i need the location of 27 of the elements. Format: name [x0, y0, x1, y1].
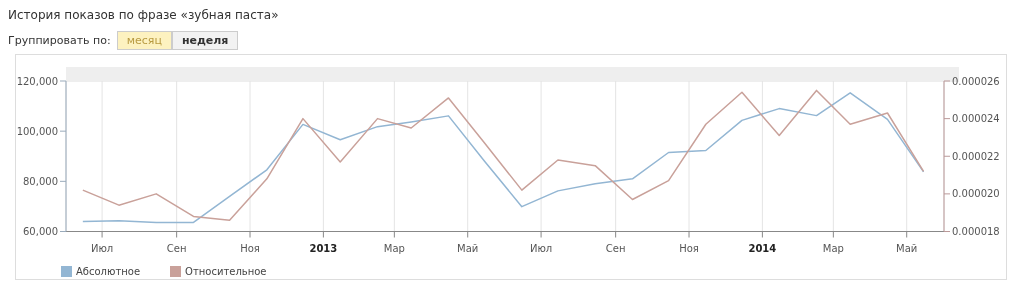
legend-label: Абсолютное	[76, 265, 141, 277]
text: Группировать по:	[8, 34, 111, 47]
x-tick-label: 2014	[748, 242, 777, 254]
y-tick-label: 100,000	[16, 125, 58, 137]
text: неделя	[171, 31, 239, 50]
y-tick-label: 80,000	[23, 175, 58, 187]
x-tick-label: Ноя	[240, 242, 260, 254]
x-tick-label: Июл	[90, 242, 114, 254]
y-tick-label: 60,000	[23, 226, 58, 238]
x-tick-label: Май	[457, 242, 479, 254]
y2-tick-label: 0.000020	[952, 188, 1000, 200]
y2-tick-label: 0.000024	[952, 113, 1000, 125]
y2-tick-label: 0.000022	[952, 150, 1000, 162]
x-tick-label: Сен	[605, 242, 626, 254]
y2-tick-label: 0.000026	[952, 75, 1000, 87]
x-tick-label: Сен	[166, 242, 187, 254]
x-tick-label: Мар	[822, 242, 844, 254]
text: месяц	[116, 31, 172, 50]
x-tick-label: Мар	[383, 242, 405, 254]
legend-label: Относительное	[185, 265, 267, 277]
x-tick-label: Май	[896, 242, 918, 254]
x-tick-label: 2013	[309, 242, 338, 254]
chart-title: История показов по фразе «зубная паста»	[8, 8, 279, 22]
x-tick-label: Ноя	[679, 242, 699, 254]
y-tick-label: 120,000	[16, 75, 58, 87]
x-tick-label: Июл	[529, 242, 553, 254]
y2-tick-label: 0.000018	[952, 226, 1000, 238]
